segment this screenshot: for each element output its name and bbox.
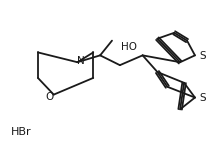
- Text: S: S: [200, 51, 206, 61]
- Text: O: O: [46, 92, 54, 102]
- Text: N: N: [76, 56, 84, 66]
- Text: S: S: [200, 92, 206, 103]
- Text: HBr: HBr: [11, 127, 32, 137]
- Text: HO: HO: [121, 42, 137, 52]
